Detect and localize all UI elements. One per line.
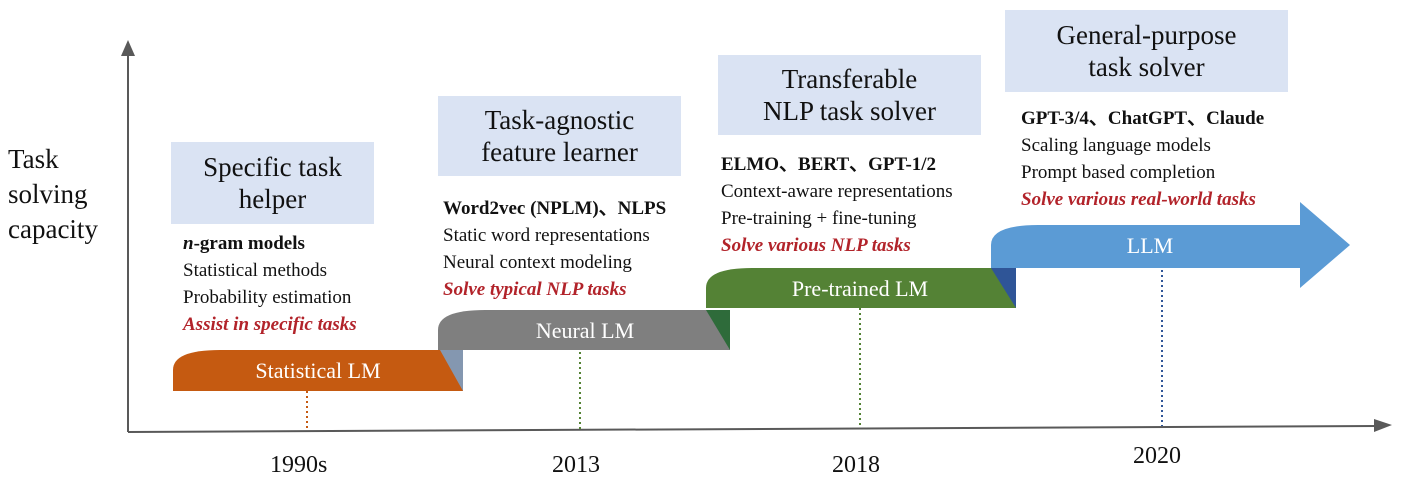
stage-models: GPT-3/4、ChatGPT、Claude [1021,108,1265,129]
stage-feature: Static word representations [443,225,650,246]
stage-label-llm: LLM [1126,233,1174,258]
x-axis-arrowhead [1374,419,1392,432]
axes [121,40,1392,433]
year-label-1990s: 1990s [270,452,328,478]
y-axis-arrowhead [121,40,135,56]
stage-desc-statistical-lm: n-gram models Statistical methods Probab… [183,230,357,338]
stage-feature: Neural context modeling [443,252,632,273]
stage-shade-statistical-lm [440,350,463,391]
stage-title-llm: General-purpose task solver [1005,10,1288,92]
stage-shade-pretrained-lm [991,268,1016,308]
stage-bar-neural-lm [438,310,730,350]
stage-bar-statistical-lm [173,350,463,391]
stage-label-neural-lm: Neural LM [535,318,635,343]
stage-desc-pretrained-lm: ELMO、BERT、GPT-1/2 Context-aware represen… [721,151,953,259]
y-axis-label-line: solving [8,179,88,209]
stage-feature: Statistical methods [183,260,328,281]
stage-desc-llm: GPT-3/4、ChatGPT、Claude Scaling language … [1021,105,1264,213]
stage-title-pretrained-lm: Transferable NLP task solver [718,55,981,135]
stage-title-neural-lm: Task-agnostic feature learner [438,96,681,176]
x-axis [127,425,1379,433]
stage-arrow-llm [991,202,1350,288]
stage-capability: Assist in specific tasks [183,314,357,335]
y-axis-label: Task solving capacity [8,142,98,247]
stage-capability: Solve various NLP tasks [721,235,911,256]
stage-feature: Scaling language models [1021,135,1211,156]
stage-desc-neural-lm: Word2vec (NPLM)、NLPS Static word represe… [443,195,666,303]
stage-bar-pretrained-lm [706,268,1016,308]
year-label-2013: 2013 [552,452,600,478]
stage-feature: Prompt based completion [1021,162,1216,183]
stage-models: ELMO、BERT、GPT-1/2 [721,154,937,175]
stage-feature: Context-aware representations [721,181,953,202]
stage-capability: Solve typical NLP tasks [443,279,627,300]
stage-models: n-gram models [183,233,305,254]
stage-label-statistical-lm: Statistical LM [255,358,381,383]
y-axis-label-line: Task [8,144,59,174]
year-label-2018: 2018 [832,452,880,478]
stage-feature: Probability estimation [183,287,352,308]
stage-label-pretrained-lm: Pre-trained LM [791,276,929,301]
stage-title-statistical-lm: Specific task helper [171,142,374,224]
y-axis-label-line: capacity [8,214,98,244]
stage-shade-neural-lm [706,310,730,350]
stage-feature: Pre-training + fine-tuning [721,208,917,229]
stage-models: Word2vec (NPLM)、NLPS [443,198,667,219]
stage-capability: Solve various real-world tasks [1021,189,1256,210]
year-label-2020: 2020 [1133,443,1181,469]
